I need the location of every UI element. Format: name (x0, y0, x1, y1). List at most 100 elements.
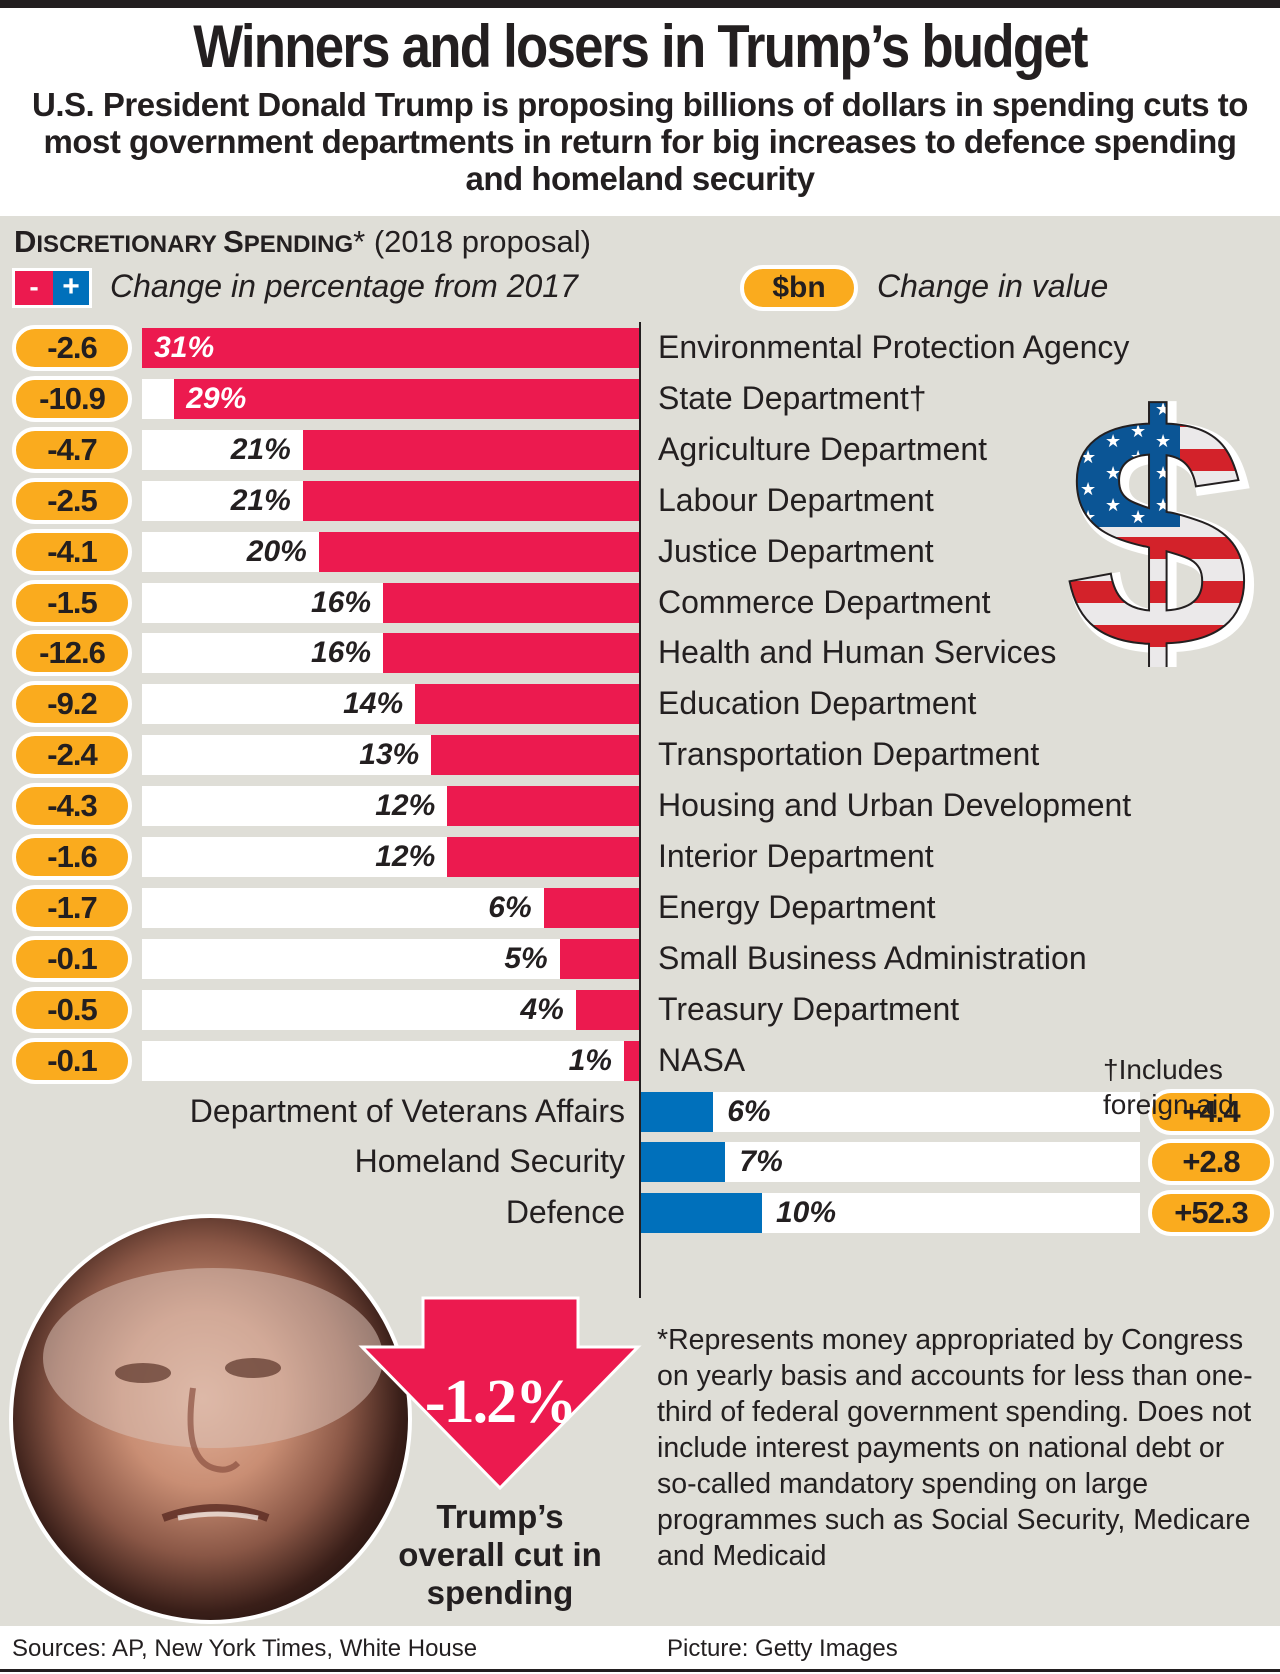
value-change-pill: -4.1 (12, 528, 132, 575)
dollar-flag-icon: $ $ ★★★ ★★★ ★★★ ★★★ ★★ $ (1064, 385, 1259, 667)
department-label: NASA (658, 1041, 746, 1078)
svg-text:★: ★ (1130, 421, 1146, 442)
table-row: Defence 10% +52.3 (0, 1190, 1280, 1244)
zero-axis (639, 322, 641, 1298)
value-change-pill: -2.5 (12, 477, 132, 524)
cut-bar (559, 938, 640, 979)
department-label: Small Business Administration (658, 939, 1087, 976)
cut-bar (447, 837, 640, 877)
cut-bar (302, 429, 640, 470)
sources-credit: Sources: AP, New York Times, White House (12, 1635, 478, 1662)
picture-credit: Picture: Getty Images (667, 1635, 898, 1662)
table-row: Homeland Security 7% +2.8 (0, 1139, 1280, 1193)
bar-track (142, 1040, 640, 1081)
department-label: Energy Department (658, 888, 936, 925)
cut-bar (383, 633, 640, 674)
department-label: State Department† (658, 379, 927, 416)
dagger-footnote: †Includes foreign aid (1103, 1054, 1234, 1120)
table-row: -2.4 13% Transportation Department (0, 732, 1280, 786)
bar-track (142, 938, 640, 979)
svg-text:★: ★ (1080, 507, 1096, 528)
page-subtitle: U.S. President Donald Trump is proposing… (32, 86, 1248, 197)
table-row: -9.2 14% Education Department (0, 681, 1280, 735)
table-row: -10.9 29% State Department† (0, 375, 1280, 430)
cut-bar (302, 480, 640, 521)
percent-label: 10% (776, 1196, 837, 1230)
donald-trump-photo (9, 1214, 412, 1624)
minus-swatch-icon: - (15, 271, 53, 305)
bar-track (142, 989, 640, 1030)
table-row: -1.6 12% Interior Department (0, 834, 1280, 888)
department-label: Health and Human Services (658, 634, 1057, 671)
department-label: Defence (505, 1194, 625, 1231)
value-change-pill: -9.2 (12, 681, 132, 728)
percent-label: 6% (727, 1094, 771, 1128)
top-rule (0, 0, 1280, 8)
department-label: Labour Department (658, 481, 934, 518)
value-change-pill: -0.5 (12, 986, 132, 1033)
legend-value-label: Change in value (877, 268, 1109, 304)
value-change-pill: +4.4 (1148, 1088, 1274, 1135)
cut-bar (174, 378, 640, 419)
department-label: Transportation Department (658, 736, 1040, 773)
value-change-pill: -0.1 (12, 935, 132, 982)
bar-track (640, 1091, 1140, 1132)
section-heading: DISCRETIONARY SPENDING* (2018 proposal) (14, 222, 591, 265)
heading-suffix: * (2018 proposal) (353, 224, 591, 259)
cut-bar (447, 786, 640, 827)
value-change-pill: -10.9 (12, 375, 132, 422)
table-row: Department of Veterans Affairs 6% +4.4 (0, 1088, 1280, 1143)
value-change-pill: -1.7 (12, 884, 132, 931)
percent-label: 12% (375, 789, 436, 823)
table-row: -4.1 20% Justice Department (0, 528, 1280, 583)
heading-letter-s: S (223, 224, 244, 259)
value-change-pill: -4.7 (12, 426, 132, 473)
svg-text:★: ★ (1105, 431, 1121, 452)
table-row: -1.5 16% Commerce Department (0, 579, 1280, 634)
svg-text:★: ★ (1155, 463, 1171, 484)
department-label: Education Department (658, 685, 977, 722)
table-row: -2.5 21% Labour Department (0, 477, 1280, 532)
svg-text:★: ★ (1155, 495, 1171, 516)
percent-label: 6% (488, 890, 532, 924)
table-row: -4.3 12% Housing and Urban Development (0, 783, 1280, 837)
svg-text:★: ★ (1080, 447, 1096, 468)
bottom-rule (0, 1669, 1280, 1672)
svg-text:★: ★ (1105, 495, 1121, 516)
svg-text:★: ★ (1155, 399, 1171, 420)
department-label: Interior Department (658, 838, 934, 874)
value-change-pill: +52.3 (1148, 1190, 1274, 1237)
department-label: Justice Department (658, 532, 934, 569)
heading-letter-d: D (14, 224, 37, 259)
percent-label: 7% (739, 1145, 783, 1179)
table-row: -0.5 4% Treasury Department (0, 986, 1280, 1041)
value-change-pill: +2.8 (1148, 1139, 1274, 1186)
legend-value-pill: $bn (740, 265, 858, 311)
legend-sign-swatch: - + (12, 268, 92, 308)
table-row: -4.7 21% Agriculture Department (0, 426, 1280, 481)
value-change-pill: -0.1 (12, 1037, 132, 1084)
plus-swatch-icon: + (53, 271, 89, 305)
svg-text:$: $ (1065, 385, 1249, 667)
svg-text:★: ★ (1155, 431, 1171, 452)
percent-label: 21% (230, 483, 291, 517)
cut-bar (142, 328, 640, 368)
table-row: -12.6 16% Health and Human Services (0, 630, 1280, 684)
heading-part-1: ISCRETIONARY (36, 231, 224, 258)
asterisk-footnote: *Represents money appropriated by Congre… (657, 1324, 1253, 1572)
increase-bar (640, 1193, 762, 1234)
cut-bar (383, 582, 640, 623)
value-change-pill: -1.5 (12, 579, 132, 626)
department-label: Department of Veterans Affairs (189, 1092, 625, 1129)
cut-bar (623, 1040, 640, 1081)
svg-text:★: ★ (1130, 447, 1146, 468)
value-change-pill: -2.4 (12, 732, 132, 779)
increase-bar (640, 1091, 714, 1132)
table-row: -1.7 6% Energy Department (0, 884, 1280, 939)
svg-text:★: ★ (1080, 479, 1096, 500)
svg-text:★: ★ (1130, 479, 1146, 500)
cut-bar (431, 735, 640, 776)
legend-percentage-label: Change in percentage from 2017 (110, 268, 578, 304)
cut-bar (543, 887, 640, 928)
percent-label: 29% (186, 381, 247, 415)
